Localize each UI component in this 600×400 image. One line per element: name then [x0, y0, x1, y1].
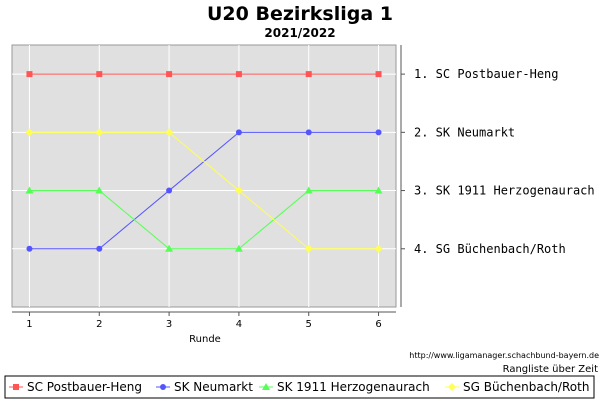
legend-item: SC Postbauer-Heng — [9, 380, 142, 394]
ranking-label: 2. SK Neumarkt — [414, 125, 515, 139]
data-point — [304, 244, 313, 253]
data-point — [166, 187, 173, 194]
legend-label: SK Neumarkt — [174, 380, 253, 394]
x-tick-label: 4 — [236, 319, 242, 330]
data-point — [375, 71, 382, 78]
data-point — [374, 186, 383, 194]
data-point — [95, 128, 104, 137]
legend-label: SG Büchenbach/Roth — [463, 380, 589, 394]
series-3 — [25, 186, 383, 252]
data-point — [96, 245, 103, 252]
x-axis-title: Runde — [189, 334, 221, 345]
data-point — [234, 244, 243, 252]
source-link[interactable]: http://www.ligamanager.schachbund-bayern… — [409, 351, 599, 360]
ranking-label: 1. SC Postbauer-Heng — [414, 67, 559, 81]
legend: SC Postbauer-Heng SK Neumarkt SK 1911 Herz… — [9, 380, 589, 394]
data-point — [235, 129, 242, 136]
data-point — [375, 129, 382, 136]
x-axis: 1 2 3 4 5 6 — [12, 311, 396, 330]
series-layer — [25, 71, 383, 253]
legend-label: SK 1911 Herzogenaurach — [277, 380, 430, 394]
legend-marker — [160, 384, 166, 390]
data-point — [374, 244, 383, 253]
data-point — [96, 71, 103, 78]
series-1 — [26, 71, 382, 78]
plot-area — [11, 44, 397, 308]
data-point — [165, 244, 174, 252]
data-point — [95, 186, 104, 194]
data-point — [166, 71, 173, 78]
series-line — [29, 131, 379, 250]
y-axis: 1. SC Postbauer-Heng 2. SK Neumarkt 3. SK … — [400, 45, 595, 307]
chart-title: U20 Bezirksliga 1 — [207, 3, 393, 25]
x-tick-label: 2 — [96, 319, 102, 330]
legend-item: SG Büchenbach/Roth — [445, 380, 589, 394]
legend-box — [4, 375, 595, 399]
data-point — [26, 245, 33, 252]
data-point — [165, 128, 174, 137]
data-point — [305, 129, 312, 136]
legend-marker — [448, 383, 456, 391]
ranking-label: 3. SK 1911 Herzogenaurach — [414, 184, 595, 198]
legend-marker — [13, 384, 19, 390]
legend-label: SC Postbauer-Heng — [27, 380, 142, 394]
data-point — [26, 71, 33, 78]
series-line — [29, 190, 379, 250]
data-point — [305, 71, 312, 78]
legend-item: SK 1911 Herzogenaurach — [259, 380, 430, 394]
legend-item: SK Neumarkt — [156, 380, 253, 394]
chart-note: Rangliste über Zeit — [503, 364, 598, 375]
legend-marker — [262, 383, 270, 390]
data-point — [234, 186, 243, 195]
x-tick-label: 3 — [166, 319, 172, 330]
data-point — [235, 71, 242, 78]
chart-subtitle: 2021/2022 — [264, 26, 335, 40]
x-tick-label: 6 — [375, 319, 381, 330]
data-point — [304, 186, 313, 194]
series-4 — [25, 128, 383, 253]
data-point — [25, 186, 34, 194]
ranking-label: 4. SG Büchenbach/Roth — [414, 242, 566, 256]
x-tick-label: 5 — [306, 319, 312, 330]
data-point — [25, 128, 34, 137]
x-tick-label: 1 — [26, 319, 32, 330]
